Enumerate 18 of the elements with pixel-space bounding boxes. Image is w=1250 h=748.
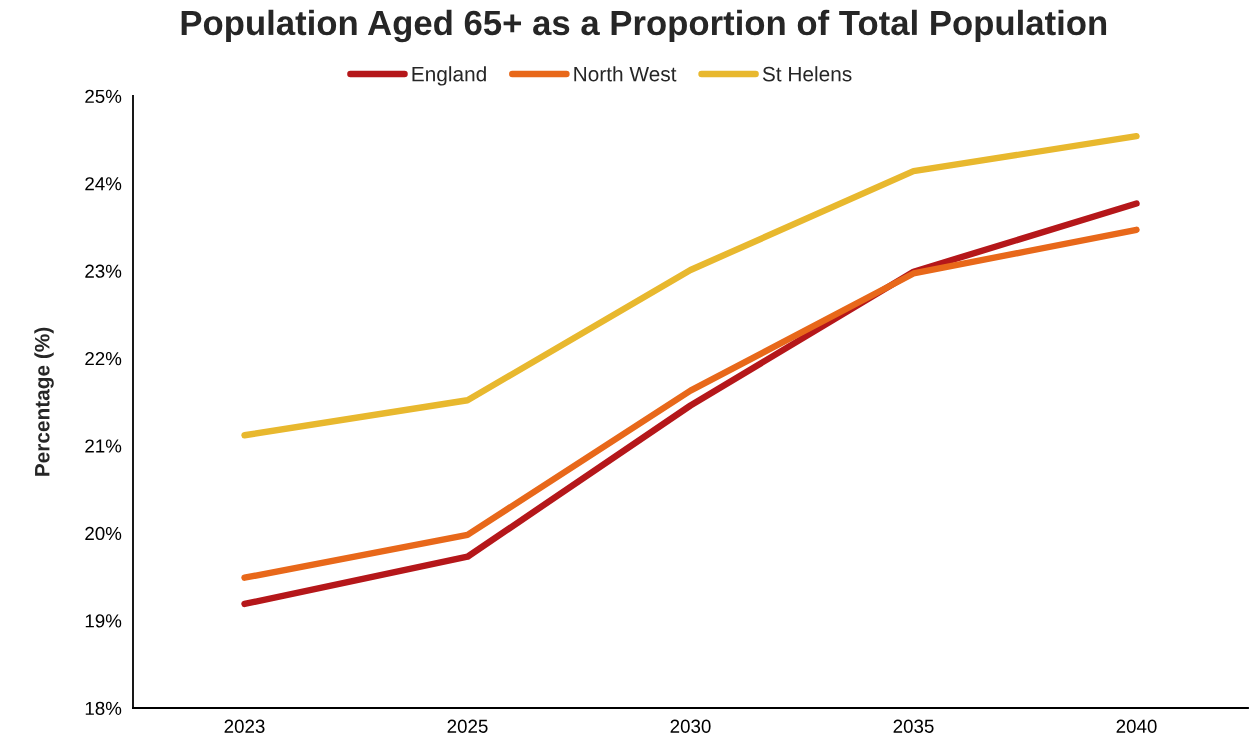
y-tick-label: 24%: [85, 177, 122, 191]
y-tick-label: 20%: [85, 526, 122, 541]
legend-label: North West: [574, 66, 677, 82]
y-tick-label: 22%: [85, 351, 122, 366]
y-tick-label: 23%: [85, 264, 122, 278]
x-tick-label: 2030: [670, 719, 711, 733]
y-tick-label: 18%: [85, 701, 122, 715]
x-tick-label: 2025: [447, 719, 488, 733]
x-tick-label: 2035: [893, 719, 934, 733]
x-tick-label: 2023: [224, 719, 265, 733]
x-tick-label: 2040: [1116, 719, 1157, 733]
chart-title: Population Aged 65+ as a Proportion of Total Population: [181, 9, 1107, 43]
y-tick-label: 21%: [85, 439, 122, 453]
legend-label: England: [412, 66, 486, 86]
y-axis-title: Percentage (%): [34, 327, 54, 476]
y-tick-label: 25%: [85, 89, 122, 103]
legend-label: St Helens: [762, 66, 852, 82]
y-tick-label: 19%: [85, 614, 122, 628]
